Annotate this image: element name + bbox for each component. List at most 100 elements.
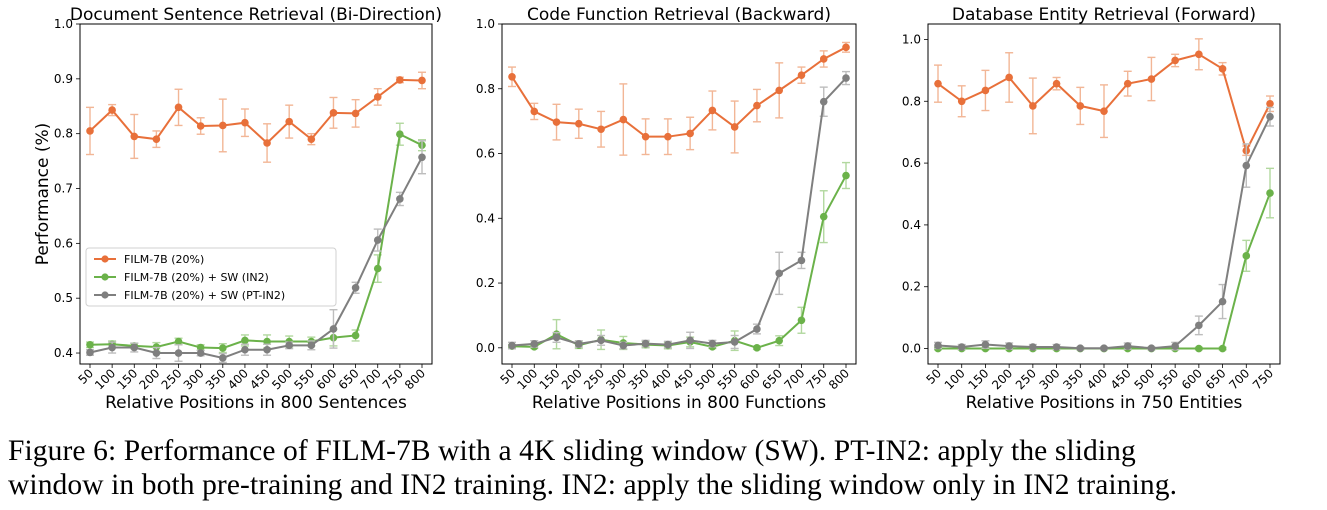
data-point: [285, 341, 294, 350]
data-point: [329, 109, 338, 117]
x-tick-label: 200: [989, 366, 1015, 392]
data-point: [219, 344, 227, 352]
x-tick-label: 550: [1155, 366, 1181, 392]
y-tick-label: 0.4: [902, 218, 921, 232]
x-tick-label: 200: [559, 366, 585, 392]
series-line: [937, 116, 1271, 350]
data-point: [597, 336, 605, 345]
data-point: [1029, 102, 1037, 110]
x-tick-label: 200: [136, 366, 162, 392]
data-point: [819, 212, 828, 221]
x-tick-label: 350: [626, 366, 652, 392]
chart-title: Document Sentence Retrieval (Bi-Directio…: [70, 5, 442, 25]
data-point: [307, 135, 316, 143]
x-tick-label: 100: [92, 366, 118, 392]
x-tick-label: 750: [380, 366, 406, 392]
data-point: [1123, 79, 1132, 88]
series-film: [86, 71, 426, 163]
legend-marker: [101, 273, 109, 281]
data-point: [957, 343, 966, 351]
series-line: [938, 192, 1271, 350]
data-point: [307, 341, 316, 350]
data-point: [1052, 343, 1061, 351]
series-film: [934, 38, 1274, 157]
y-tick-label: 0.0: [476, 341, 495, 355]
y-tick-label: 0.8: [902, 94, 921, 108]
data-point: [418, 76, 426, 85]
x-tick-label: 400: [225, 366, 251, 392]
data-point: [753, 344, 761, 352]
data-point: [396, 76, 404, 84]
legend-marker: [101, 255, 109, 263]
data-point: [842, 171, 850, 180]
data-point: [108, 343, 116, 352]
data-point: [753, 101, 761, 110]
data-point: [1242, 161, 1251, 170]
x-tick-label: 600: [737, 366, 763, 392]
series-sw-in2: [934, 167, 1274, 353]
data-point: [263, 337, 271, 346]
plot-frame: [927, 23, 1281, 365]
chart-panel-2: Code Function Retrieval (Backward) Relati…: [476, 5, 857, 413]
x-tick-label: 500: [692, 366, 718, 392]
data-point: [373, 236, 382, 244]
chart-panel-1: Document Sentence Retrieval (Bi-Directio…: [33, 5, 442, 413]
data-point: [575, 340, 583, 348]
data-point: [641, 339, 650, 348]
x-tick-label: 50: [923, 366, 944, 387]
data-point: [86, 341, 94, 349]
x-tick-label: 800: [402, 366, 428, 392]
data-point: [619, 115, 628, 124]
x-tick-label: 650: [759, 366, 785, 392]
data-point: [819, 55, 828, 63]
data-point: [1242, 252, 1251, 260]
series-line: [89, 156, 423, 360]
y-tick-label: 0.4: [476, 211, 495, 225]
x-tick-label: 250: [1013, 366, 1039, 392]
data-point: [775, 269, 783, 278]
data-point: [152, 135, 161, 143]
data-point: [1195, 321, 1203, 330]
data-point: [664, 132, 672, 141]
data-point: [530, 340, 539, 348]
plot-frame: [501, 23, 857, 365]
x-tick-label: 100: [942, 366, 968, 392]
data-point: [1076, 102, 1085, 110]
data-point: [152, 349, 161, 357]
data-point: [934, 79, 942, 88]
legend-marker: [101, 291, 109, 299]
y-tick-label: 0.7: [54, 182, 73, 196]
x-tick-label: 300: [603, 366, 629, 392]
chart-title: Code Function Retrieval (Backward): [527, 5, 831, 25]
data-point: [1005, 73, 1013, 82]
data-point: [1005, 342, 1013, 350]
legend-label: FILM-7B (20%): [124, 253, 204, 266]
plot-frame: [79, 23, 433, 365]
y-axis-label: Performance (%): [33, 123, 53, 266]
data-point: [597, 125, 605, 134]
data-point: [730, 338, 739, 346]
data-point: [196, 122, 205, 130]
x-tick-label: 650: [1203, 366, 1229, 392]
data-point: [957, 97, 966, 106]
data-point: [641, 132, 650, 141]
data-point: [1147, 344, 1156, 353]
x-tick-label: 300: [1037, 366, 1063, 392]
series-sw-pt-in2: [86, 140, 426, 364]
data-point: [686, 129, 694, 138]
data-point: [775, 86, 783, 95]
y-tick-label: 1.0: [476, 17, 495, 31]
data-point: [373, 264, 382, 273]
x-tick-label: 750: [804, 366, 830, 392]
data-point: [842, 43, 850, 52]
data-point: [797, 71, 806, 79]
x-tick-label: 450: [670, 366, 696, 392]
y-tick-label: 0.9: [54, 72, 73, 86]
series-sw-pt-in2: [934, 106, 1274, 353]
y-tick-label: 0.6: [902, 156, 921, 170]
data-point: [1100, 344, 1108, 353]
x-tick-label: 500: [1131, 366, 1157, 392]
data-point: [981, 86, 990, 95]
data-point: [1218, 297, 1227, 306]
data-point: [552, 333, 561, 342]
